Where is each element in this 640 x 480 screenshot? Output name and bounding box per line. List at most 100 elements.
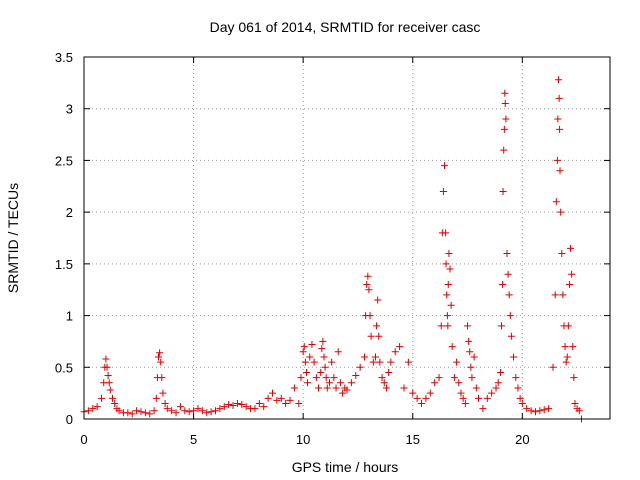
data-series [80,76,586,423]
data-point [446,265,454,273]
data-point [510,353,518,361]
data-point [518,399,526,407]
data-point [194,405,202,413]
x-tick-label: 5 [190,432,197,447]
data-point [322,374,330,382]
y-tick-label: 2.5 [55,153,73,168]
data-point [466,348,474,356]
data-point [426,389,434,397]
data-point [507,332,515,340]
data-point [315,384,323,392]
x-tick-label: 10 [296,432,310,447]
data-point [128,410,136,418]
data-point [571,399,579,407]
data-point [317,368,325,376]
data-point [255,399,263,407]
data-point [506,312,514,320]
data-point [470,353,478,361]
data-point [111,399,119,407]
data-point [549,363,557,371]
data-point [124,409,132,417]
y-tick-label: 1 [66,309,73,324]
data-point [108,394,116,402]
data-point [310,358,318,366]
data-point [300,343,308,351]
data-point [251,405,259,413]
data-point [512,374,520,382]
data-point [347,379,355,387]
data-point [570,374,578,382]
data-point [238,401,246,409]
data-point [115,407,123,415]
data-point [352,372,360,380]
data-point [494,379,502,387]
data-point [418,399,426,407]
data-point [448,343,456,351]
data-point [181,407,189,415]
data-point [295,399,303,407]
data-point [523,405,531,413]
data-point [336,379,344,387]
data-point [441,162,449,170]
data-point [498,322,506,330]
data-point [545,405,553,413]
data-point [105,379,113,387]
data-point [264,394,272,402]
data-point [156,349,164,357]
data-point [465,337,473,345]
data-point [233,399,241,407]
data-point [527,407,535,415]
data-point [464,322,472,330]
data-point [404,358,412,366]
data-point [158,374,166,382]
data-point [301,358,309,366]
data-point [472,384,480,392]
data-point [277,394,285,402]
data-point [104,372,112,380]
data-point [551,291,559,299]
data-point [282,399,290,407]
data-point [102,355,110,363]
data-point [413,394,421,402]
x-axis-title: GPS time / hours [292,459,399,475]
data-point [369,358,377,366]
data-point [367,332,375,340]
data-point [302,368,310,376]
data-point [361,353,369,361]
data-point [492,384,500,392]
data-point [150,407,158,415]
data-point [557,208,565,216]
data-point [325,379,333,387]
data-point [516,394,524,402]
data-point [306,353,314,361]
data-point [514,384,522,392]
data-point [168,407,176,415]
data-point [540,406,548,414]
data-point [505,291,513,299]
data-point [356,363,364,371]
data-point [161,399,169,407]
data-point [373,322,381,330]
data-point [453,358,461,366]
data-point [422,394,430,402]
data-point [212,407,219,415]
data-point [93,403,101,411]
data-point [176,403,184,411]
grid-lines [84,57,610,419]
data-point [450,374,458,382]
data-point [502,115,510,123]
y-tick-label: 0 [66,412,73,427]
data-point [84,407,92,415]
data-point [299,348,307,356]
data-point [499,187,507,195]
data-point [385,368,393,376]
data-point [501,89,509,97]
data-point [499,281,507,289]
data-point [334,348,342,356]
data-point [225,401,233,409]
data-point [159,389,167,397]
data-point [468,374,476,382]
data-point [457,389,465,397]
data-point [371,353,379,361]
data-point [500,146,508,154]
